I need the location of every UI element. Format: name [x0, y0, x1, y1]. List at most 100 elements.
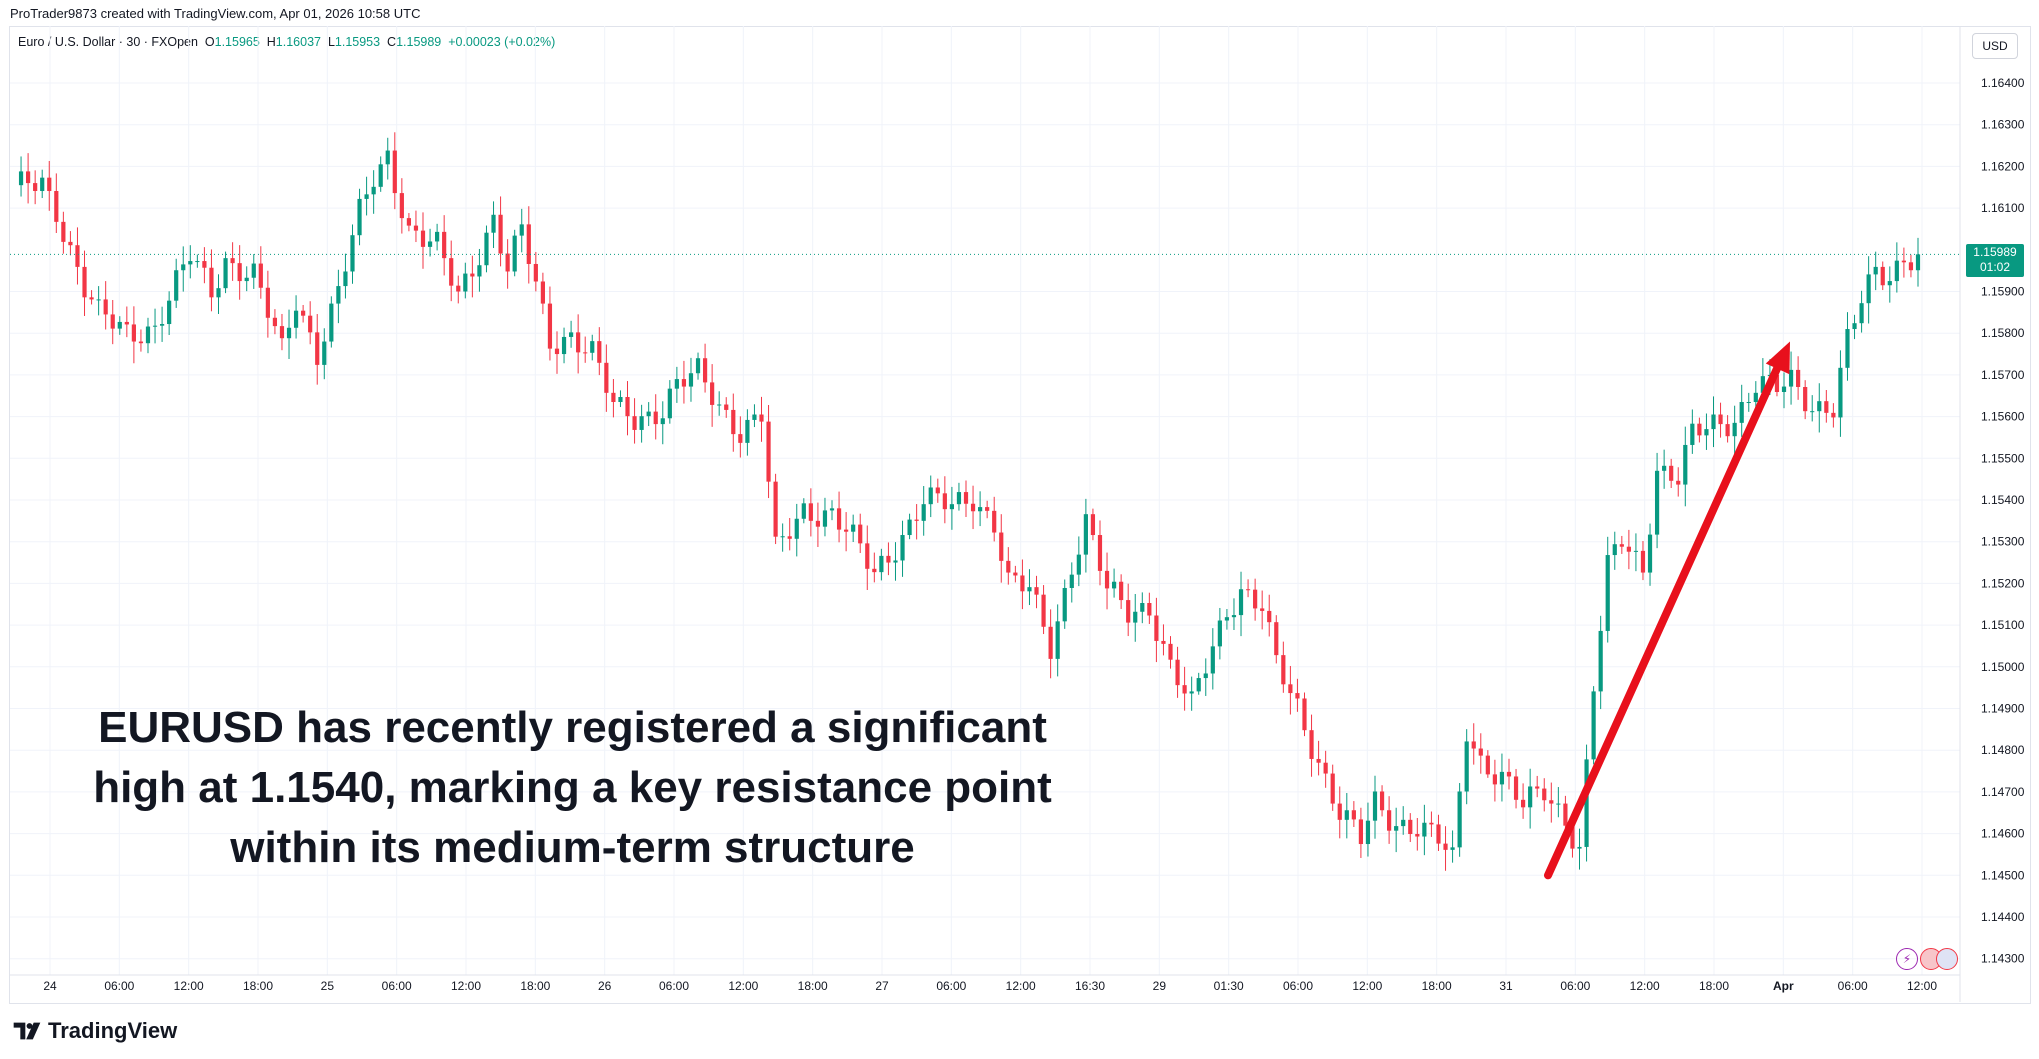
x-tick-label: 06:00: [382, 979, 412, 993]
candle-body: [667, 388, 672, 419]
candle-body: [1662, 465, 1667, 471]
candle-body: [1718, 414, 1723, 425]
candle-body: [1309, 730, 1314, 759]
candle-body: [159, 324, 165, 326]
candle-body: [1739, 402, 1744, 423]
candle-body: [745, 419, 750, 443]
candle-body: [1288, 684, 1293, 694]
candle-body: [1528, 786, 1533, 808]
candle-body: [420, 230, 426, 247]
candle-body: [554, 348, 560, 355]
tradingview-brand[interactable]: TradingView: [12, 1018, 177, 1044]
candle-body: [1196, 678, 1201, 692]
y-tick-label: 1.14300: [1981, 952, 2025, 966]
candle-body: [1542, 788, 1547, 801]
candle-body: [406, 218, 412, 226]
candle-body: [681, 379, 687, 387]
candle-body: [1669, 465, 1674, 481]
lightning-icon[interactable]: ⚡: [1896, 948, 1918, 970]
candle-body: [68, 241, 73, 246]
candle-body: [505, 253, 510, 272]
candle-body: [1394, 826, 1399, 831]
candle-body: [110, 314, 115, 329]
candle-body: [301, 310, 306, 316]
candle-body: [1711, 414, 1716, 430]
candle-body: [131, 324, 136, 342]
candle-body: [138, 341, 144, 344]
candle-body: [124, 321, 129, 325]
candle-body: [1810, 411, 1815, 413]
candle-body: [343, 271, 348, 287]
candle-body: [1429, 822, 1434, 825]
trend-arrow-line: [1544, 353, 1786, 880]
y-tick-label: 1.15300: [1981, 535, 2025, 549]
close-value: 1.15989: [396, 35, 442, 49]
y-tick-label: 1.15100: [1981, 618, 2025, 632]
candle-body: [1253, 589, 1258, 609]
candle-body: [547, 303, 553, 349]
candle-body: [392, 150, 397, 194]
x-tick-label: 18:00: [1422, 979, 1452, 993]
candle-body: [1238, 589, 1244, 616]
candle-body: [195, 261, 200, 263]
candle-body: [1358, 819, 1364, 845]
candle-body: [808, 503, 813, 521]
candle-body: [1006, 560, 1011, 573]
candle-body: [1901, 260, 1906, 263]
symbol-label[interactable]: Euro / U.S. Dollar · 30 · FXOpen: [18, 35, 198, 49]
candle-body: [949, 504, 954, 510]
candle-body: [498, 214, 503, 254]
candle-body: [1845, 329, 1850, 368]
candle-body: [1316, 758, 1321, 763]
candle-body: [1189, 691, 1194, 694]
candle-body: [61, 221, 66, 242]
candle-body: [1824, 401, 1829, 413]
candle-body: [1704, 429, 1709, 436]
candle-body: [1852, 323, 1857, 330]
x-tick-label: 29: [1153, 979, 1167, 993]
symbol-legend: Euro / U.S. Dollar · 30 · FXOpen O1.1596…: [18, 35, 555, 49]
candle-body: [738, 434, 743, 443]
y-tick-label: 1.15800: [1981, 326, 2025, 340]
candle-body: [1478, 748, 1483, 756]
currency-selector[interactable]: USD: [1972, 33, 2018, 59]
candle-body: [1803, 386, 1808, 412]
candle-body: [1422, 822, 1427, 837]
candle-body: [1880, 266, 1885, 286]
candle-body: [1697, 423, 1702, 436]
last-price-value: 1.15989: [1973, 245, 2017, 259]
y-tick-label: 1.15600: [1981, 410, 2025, 424]
candle-body: [632, 416, 637, 430]
candle-body: [766, 421, 771, 482]
candle-body: [1633, 550, 1639, 552]
candle-body: [794, 518, 799, 539]
candle-body: [82, 266, 87, 298]
candle-body: [928, 487, 933, 505]
candle-body: [1732, 422, 1737, 437]
us-flag-icon[interactable]: [1936, 948, 1958, 970]
candle-body: [963, 492, 969, 504]
candle-body: [1774, 374, 1780, 392]
candle-body: [1217, 620, 1222, 647]
change-value: +0.00023 (+0.02%): [448, 35, 556, 49]
candle-body: [611, 392, 616, 403]
candle-body: [970, 503, 976, 512]
candle-body: [1245, 589, 1251, 591]
candle-body: [604, 362, 609, 393]
candle-body: [590, 341, 595, 353]
candle-body: [1908, 262, 1914, 271]
candle-body: [1535, 786, 1540, 789]
x-tick-label: 06:00: [1838, 979, 1868, 993]
candle-body: [1457, 791, 1462, 848]
candle-body: [491, 214, 496, 233]
candle-body: [1175, 659, 1180, 686]
candle-body: [399, 193, 404, 219]
candle-body: [117, 321, 122, 329]
candle-body: [773, 481, 778, 537]
candle-body: [427, 241, 433, 247]
candle-body: [40, 177, 45, 192]
candle-body: [1090, 514, 1096, 536]
candle-body: [477, 265, 482, 277]
candle-body: [526, 224, 531, 264]
